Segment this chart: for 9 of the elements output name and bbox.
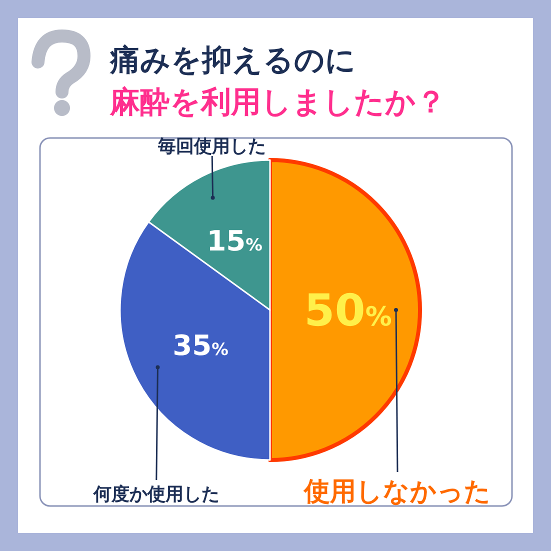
chart-subtitle: 麻酔を利用しましたか？ bbox=[109, 85, 446, 120]
slice-label: 何度か使用した bbox=[92, 484, 220, 505]
data-label: 50% bbox=[304, 285, 392, 336]
data-label: 15% bbox=[206, 224, 263, 258]
data-label: 35% bbox=[172, 329, 229, 362]
slice-label: 毎回使用した bbox=[157, 136, 266, 157]
slice-label: 使用しなかった bbox=[303, 477, 491, 507]
chart-title: 痛みを抑えるのに bbox=[109, 43, 356, 78]
pie-slice bbox=[268, 158, 422, 462]
